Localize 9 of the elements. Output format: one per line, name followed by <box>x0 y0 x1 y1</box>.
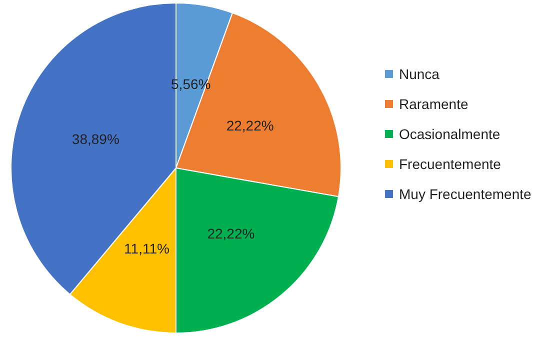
data-label: 38,89% <box>72 130 120 147</box>
data-label: 22,22% <box>207 226 255 242</box>
legend-label: Muy Frecuentemente <box>399 186 532 202</box>
legend-label: Frecuentemente <box>399 156 502 172</box>
data-label: 22,22% <box>226 117 274 134</box>
legend-label: Nunca <box>399 66 440 82</box>
data-label: 11,11% <box>124 240 170 256</box>
legend-label: Ocasionalmente <box>399 126 500 142</box>
legend-label: Raramente <box>399 96 468 112</box>
